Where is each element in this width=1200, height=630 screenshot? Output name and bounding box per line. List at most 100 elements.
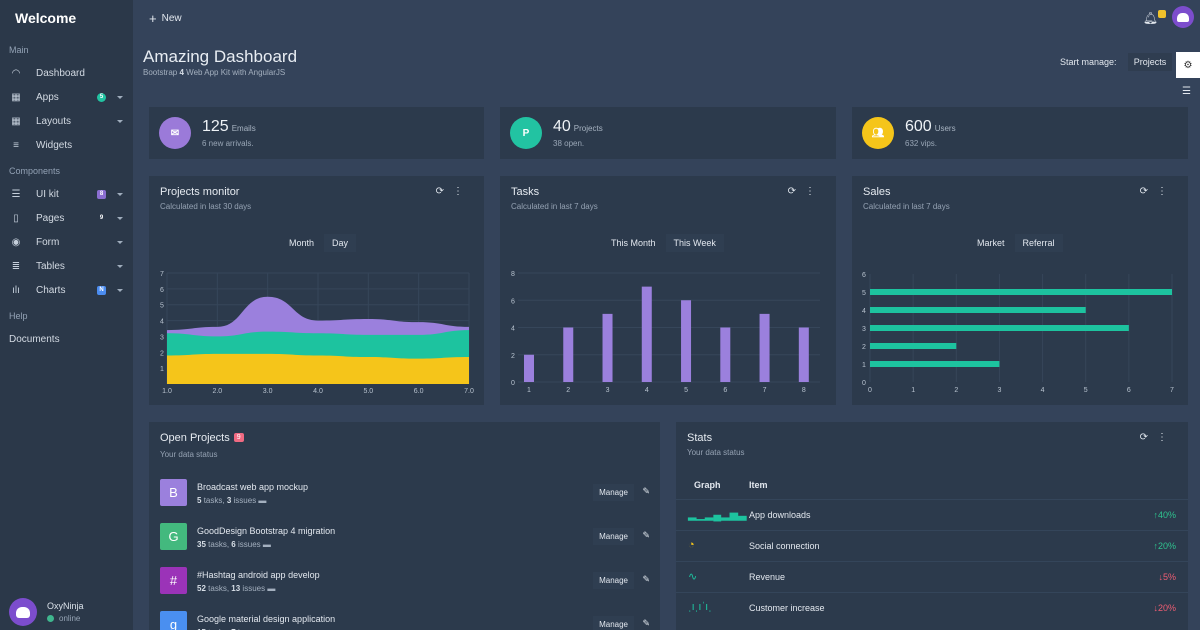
stats-value: ↑20% — [1153, 541, 1176, 551]
list-icon[interactable]: ☰ — [1182, 86, 1191, 97]
y-tick-label: 4 — [862, 308, 866, 315]
project-meta: 52 tasks, 13 issues ▬ — [197, 584, 276, 593]
apps-badge: 5 — [97, 92, 106, 102]
card-tools[interactable]: ⟳⋮ — [435, 186, 472, 197]
bar — [602, 313, 613, 382]
stats-row: ˌıˌıˈıˌ Customer increase ↓20% — [676, 592, 1188, 623]
card-tools[interactable]: ⟳⋮ — [1139, 186, 1176, 197]
toggle-day[interactable]: Day — [324, 234, 357, 252]
chevron-down-icon — [117, 288, 123, 292]
manage-button[interactable]: Manage — [593, 528, 634, 545]
y-tick-label: 5 — [160, 303, 164, 310]
table-icon: ≣ — [11, 260, 21, 272]
sidebar-item-form[interactable]: ◉ Form — [0, 230, 133, 254]
grid-icon: ▦ — [11, 91, 21, 103]
toggle-referral[interactable]: Referral — [1014, 234, 1063, 252]
card-title: Open Projects 9 — [160, 432, 244, 444]
x-tick-label: 5.0 — [363, 388, 373, 395]
user-panel[interactable]: OxyNinja online — [9, 598, 84, 626]
x-tick-label: 3 — [606, 387, 610, 394]
card-tools[interactable]: ⟳⋮ — [1139, 432, 1176, 443]
y-tick-label: 4 — [511, 326, 515, 333]
sidebar-item-apps[interactable]: ▦ Apps 5 — [0, 85, 133, 109]
x-tick-label: 6 — [723, 387, 727, 394]
stat-card-emails: ✉ 125 Emails 6 new arrivals. — [149, 107, 484, 159]
stats-item: App downloads — [749, 510, 811, 520]
chevron-down-icon — [117, 192, 123, 196]
bar-chart: 0 2 4 6 8 1 2 3 4 5 6 7 8 — [511, 271, 820, 394]
bell-icon[interactable]: 🔔︎ — [1142, 11, 1158, 25]
toggle-this-week[interactable]: This Week — [665, 234, 724, 252]
sidebar-item-widgets[interactable]: ≡ Widgets — [0, 133, 133, 157]
card-subtitle: Your data status — [160, 450, 218, 459]
sidebar-item-tables[interactable]: ≣ Tables — [0, 254, 133, 278]
project-name: #Hashtag android app develop — [197, 570, 320, 580]
toggle-month[interactable]: Month — [281, 234, 323, 252]
page-subtitle: Bootstrap 4 Web App Kit with AngularJS — [143, 68, 286, 77]
sales-card: Sales Calculated in last 7 days ⟳⋮ Marke… — [852, 176, 1188, 405]
sidebar-item-ui-kit[interactable]: ☰ UI kit 8 — [0, 182, 133, 206]
stats-row: ∿ Revenue ↓5% — [676, 561, 1188, 592]
new-button[interactable]: New — [161, 12, 182, 24]
card-title: Sales — [863, 186, 891, 198]
topbar: + New — [133, 0, 1200, 36]
manage-button[interactable]: Manage — [593, 484, 634, 501]
sparkline-icon: ∿ — [688, 571, 698, 583]
x-tick-label: 1 — [527, 387, 531, 394]
bar — [563, 327, 574, 382]
card-title: Stats — [687, 432, 713, 444]
stats-value: ↓5% — [1158, 572, 1176, 582]
envelope-icon: ✉ — [159, 117, 191, 149]
sliders-icon: ☰ — [11, 188, 21, 200]
plus-icon: + — [149, 10, 157, 26]
projects-button[interactable]: Projects — [1128, 53, 1172, 71]
card-subtitle: Calculated in last 7 days — [511, 202, 598, 211]
gear-icon[interactable]: ⚙ — [1176, 52, 1200, 78]
bar — [524, 354, 534, 382]
manage-button[interactable]: Manage — [593, 572, 634, 589]
y-tick-label: 2 — [862, 344, 866, 351]
x-tick-label: 4.0 — [313, 388, 323, 395]
project-name: Broadcast web app mockup — [197, 482, 309, 492]
stats-row: ▂▁▂▄▂▅▃ App downloads ↑40% — [676, 499, 1188, 530]
toggle-group: Month Day — [281, 234, 357, 252]
sidebar-item-charts[interactable]: ılı Charts N — [0, 278, 133, 302]
bar — [870, 361, 1000, 367]
bar — [641, 286, 652, 382]
card-tools[interactable]: ⟳⋮ — [787, 186, 824, 197]
manage-button[interactable]: Manage — [593, 616, 634, 630]
sidebar-item-layouts[interactable]: ▦ Layouts — [0, 109, 133, 133]
sidebar-item-dashboard[interactable]: ◠ Dashboard — [0, 61, 133, 85]
section-help: Help — [9, 311, 28, 321]
notification-badge — [1158, 10, 1166, 18]
projects-monitor-card: Projects monitor Calculated in last 30 d… — [149, 176, 484, 405]
stat-card-users: 👥︎ 600 Users 632 vips. — [852, 107, 1188, 159]
x-tick-label: 7 — [763, 387, 767, 394]
pencil-icon[interactable]: ✎ — [642, 486, 650, 496]
top-avatar[interactable] — [1172, 6, 1194, 28]
horizontal-bar-chart: 0 1 2 3 4 5 6 7 0 1 2 3 4 5 6 — [862, 272, 1174, 394]
avatar — [9, 598, 37, 626]
pencil-icon[interactable]: ✎ — [642, 618, 650, 628]
sidebar-item-label: Tables — [36, 260, 65, 272]
start-manage-label: Start manage: — [1060, 57, 1117, 67]
y-tick-label: 5 — [862, 290, 866, 297]
pencil-icon[interactable]: ✎ — [642, 530, 650, 540]
sidebar-item-label: Pages — [36, 212, 65, 224]
sidebar-item-pages[interactable]: ▯ Pages 9 — [0, 206, 133, 230]
online-dot-icon — [47, 615, 54, 622]
chevron-down-icon — [117, 95, 123, 99]
pages-badge: 9 — [99, 215, 104, 221]
card-subtitle: Calculated in last 30 days — [160, 202, 252, 211]
chart-icon: ılı — [12, 284, 20, 296]
toggle-this-month[interactable]: This Month — [603, 234, 664, 252]
y-tick-label: 2 — [511, 353, 515, 360]
toggle-market[interactable]: Market — [969, 234, 1013, 252]
section-components: Components — [9, 166, 61, 176]
pencil-icon[interactable]: ✎ — [642, 574, 650, 584]
stats-item: Customer increase — [749, 603, 825, 613]
sidebar-item-documents[interactable]: Documents — [9, 333, 60, 345]
x-tick-label: 2.0 — [212, 388, 222, 395]
project-row: G GoodDesign Bootstrap 4 migration 35 ta… — [160, 523, 650, 551]
pages-icon: ▯ — [13, 212, 19, 224]
